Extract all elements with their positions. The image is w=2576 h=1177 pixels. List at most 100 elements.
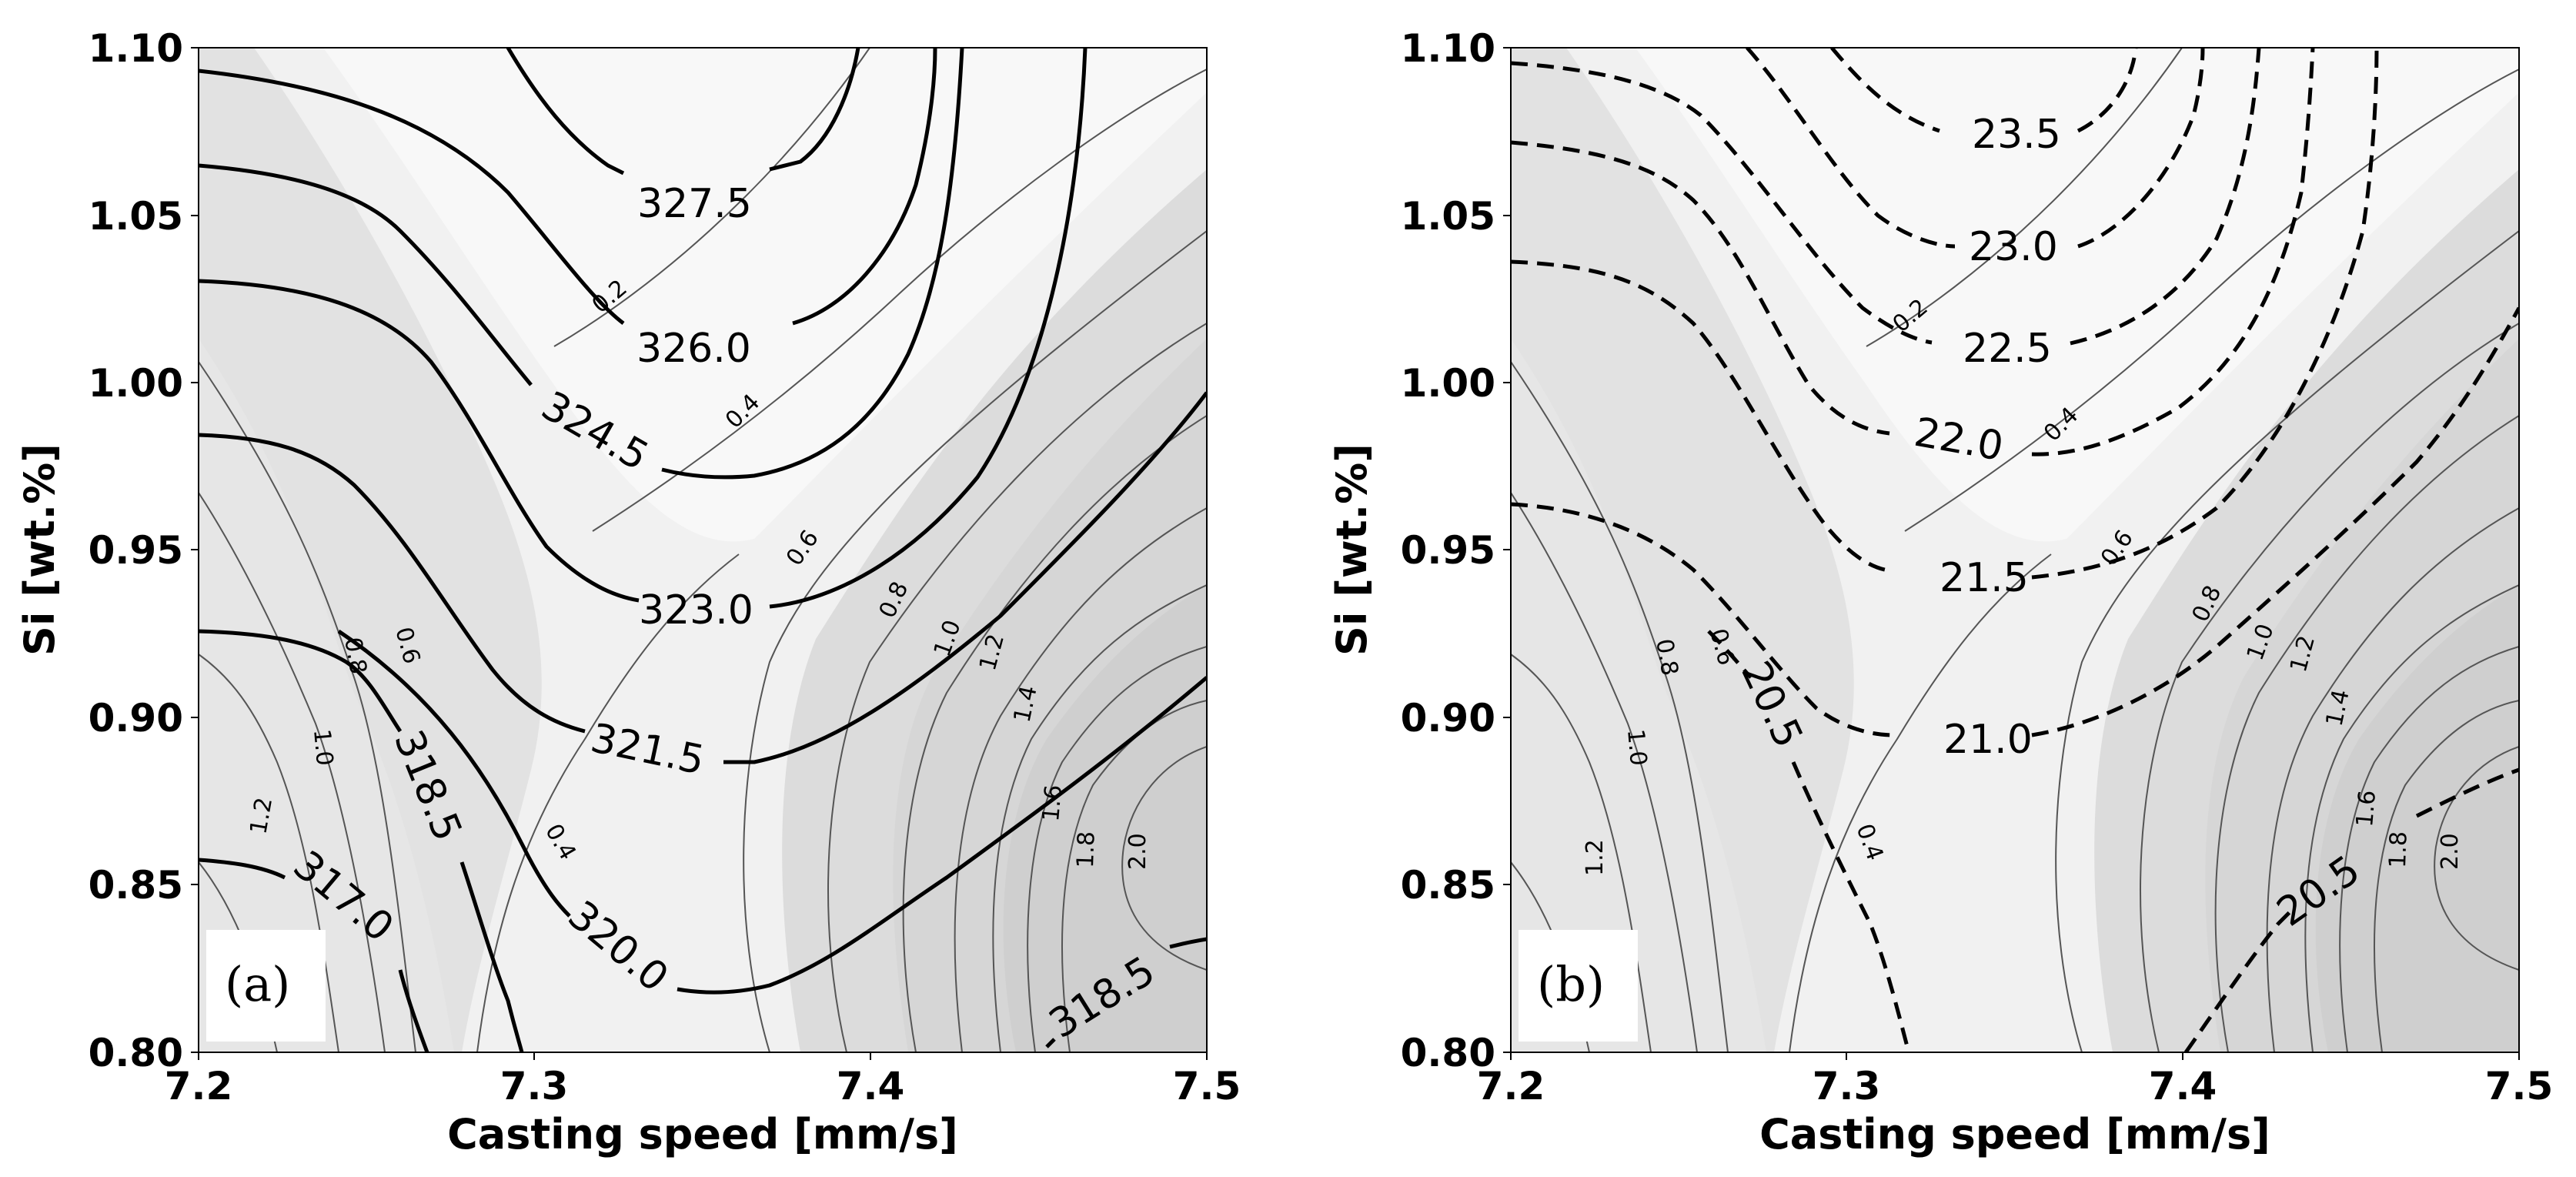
main-label-b-4: 21.5 <box>1940 555 2029 601</box>
panel-a-ylabel: Si [wt.%] <box>15 443 64 656</box>
y-tick-label-b-1: 0.85 <box>1401 863 1495 908</box>
panel-a-main-contours <box>199 48 1207 1052</box>
uncert-b-line-0.4-lower <box>1789 553 2052 1052</box>
panel-a-ticks <box>191 47 1208 1060</box>
main-contour-323.0 <box>199 279 640 603</box>
main-contour-324.5-left <box>199 163 533 386</box>
main-contour-324.5-right <box>661 48 964 480</box>
y-tick-label-b-4: 1.00 <box>1401 361 1495 406</box>
main-contour-b-20.5-lower <box>1791 761 1911 1052</box>
x-tick-label-b-0: 7.2 <box>1477 1064 1545 1108</box>
shade-b-left-1 <box>1511 48 1766 1052</box>
uncert-b-line-0.8 <box>2140 323 2519 1052</box>
main-contour-317.0-lower <box>398 969 429 1052</box>
panel-b-label: (b) <box>1537 956 1605 1012</box>
uncert-b-line-left-0.8 <box>1511 492 1698 1052</box>
uncert-b-line-left-1.0 <box>1511 654 1652 1052</box>
main-contour-321.5-left <box>199 433 586 734</box>
y-tick-label-b-2: 0.90 <box>1401 696 1495 741</box>
y-tick-label-b-5: 1.05 <box>1401 194 1495 239</box>
main-label-b-0: 23.5 <box>1972 112 2061 158</box>
uncert-label-a-7: 1.6 <box>1037 784 1067 823</box>
y-tick-label-a-1: 0.85 <box>89 863 183 908</box>
uncert-label-b-13: 1.2 <box>1582 839 1609 876</box>
x-tick-label-a-0: 7.2 <box>165 1064 233 1108</box>
main-contour-320.0-right <box>677 676 1207 995</box>
main-contour-318.5-right2 <box>1169 937 1207 949</box>
uncert-line-0.4-lower <box>476 553 740 1052</box>
panel-b-tick-labels: 7.2 7.3 7.4 7.5 0.80 0.85 0.90 0.95 1.00… <box>1401 26 2554 1108</box>
shade-right-3 <box>1003 585 1207 1052</box>
uncert-label-b-12: 1.0 <box>1622 728 1652 767</box>
shade-left-1 <box>199 48 454 1052</box>
uncert-line-left-0.8 <box>199 492 386 1052</box>
main-label-b-2: 22.5 <box>1963 326 2052 372</box>
shade-top <box>323 48 1207 542</box>
panel-a-label: (a) <box>225 956 290 1012</box>
main-contour-321.5-right <box>723 391 1207 764</box>
shade-b-right-3 <box>2315 585 2519 1052</box>
main-label-a-3: 323.0 <box>639 587 753 634</box>
panel-b-shading <box>1511 48 2519 1052</box>
main-contour-b-22.0-left <box>1511 140 1890 436</box>
main-contour-b-20.5-right <box>2183 907 2295 1052</box>
y-tick-label-a-0: 0.80 <box>89 1031 183 1075</box>
main-contour-b-23.5-right <box>2077 48 2138 133</box>
uncert-line-0.2 <box>553 48 870 347</box>
y-tick-label-a-6: 1.10 <box>89 26 183 71</box>
uncert-label-a-13: 1.2 <box>245 795 278 836</box>
uncert-label-b-9: 2.0 <box>2437 833 2464 870</box>
uncert-b-line-1.6 <box>2339 646 2519 1052</box>
uncert-line-2.0 <box>1121 746 1207 971</box>
main-contour-318.5-left <box>199 629 403 733</box>
uncert-b-line-0.2 <box>1866 48 2183 347</box>
x-tick-label-a-3: 7.5 <box>1173 1064 1241 1108</box>
main-contour-b-23.0-right <box>2077 48 2205 249</box>
uncert-b-line-2.0 <box>2434 746 2519 971</box>
x-tick-label-b-1: 7.3 <box>1813 1064 1881 1108</box>
main-label-b-1: 23.0 <box>1969 224 2058 270</box>
uncert-b-line-0.4-upper <box>1904 69 2519 532</box>
main-contour-320.0 <box>337 629 571 918</box>
main-contour-327.5-right <box>769 48 860 172</box>
main-contour-b-20.5-left <box>1707 630 1752 679</box>
main-label-a-1: 326.0 <box>636 326 751 372</box>
main-contour-b-21.5-left <box>1511 259 1894 573</box>
panel-b: 0.2 0.4 0.6 0.8 1.0 1.2 1.4 1.6 1.8 2.0 … <box>1328 26 2553 1159</box>
panel-b-main-contours <box>1511 48 2519 1052</box>
main-contour-b-22.5-right <box>2070 48 2261 346</box>
uncert-line-1.4 <box>992 584 1207 1052</box>
main-contour-b-23.5-left <box>1830 48 1940 133</box>
uncert-line-1.0 <box>902 415 1207 1052</box>
x-tick-label-a-1: 7.3 <box>500 1064 569 1108</box>
uncert-label-b-8: 1.8 <box>2384 831 2413 868</box>
main-contour-b-21.5-right <box>2031 48 2379 580</box>
uncert-b-line-1.4 <box>2304 584 2519 1052</box>
uncert-b-line-0.6 <box>2055 230 2519 1052</box>
uncert-line-1.8 <box>1061 700 1207 1052</box>
uncert-b-line-1.0 <box>2214 415 2519 1052</box>
uncert-label-a-10: 0.8 <box>339 635 372 676</box>
uncert-label-b-10: 0.8 <box>1650 637 1683 677</box>
main-contour-317.0 <box>199 858 286 880</box>
panel-a-tick-labels: 7.2 7.3 7.4 7.5 0.80 0.85 0.90 0.95 1.00… <box>89 26 1241 1108</box>
panel-b-ticks <box>1503 47 2520 1060</box>
main-contour-b-21.0-left <box>1511 502 1894 737</box>
panel-a-uncertainty-contours <box>199 48 1207 1052</box>
shade-b-top <box>1635 48 2519 542</box>
y-tick-label-a-5: 1.05 <box>89 194 183 239</box>
x-tick-label-b-3: 7.5 <box>2485 1064 2554 1108</box>
panel-a: 0.2 0.4 0.6 0.8 1.0 1.2 1.4 1.6 1.8 2.0 … <box>15 26 1241 1159</box>
x-tick-label-b-2: 7.4 <box>2149 1064 2217 1108</box>
y-tick-label-b-0: 0.80 <box>1401 1031 1495 1075</box>
panel-b-xlabel: Casting speed [mm/s] <box>1759 1110 2270 1159</box>
uncert-label-b-7: 1.6 <box>2351 789 2381 828</box>
x-tick-label-a-2: 7.4 <box>837 1064 905 1108</box>
uncert-line-left-1.0 <box>199 654 339 1052</box>
uncert-b-line-left-0.6 <box>1511 361 1729 1052</box>
uncert-line-0.8 <box>827 323 1207 1052</box>
uncert-label-a-8: 1.8 <box>1072 831 1101 868</box>
main-label-b-5: 21.0 <box>1943 717 2033 763</box>
y-tick-label-a-2: 0.90 <box>89 696 183 741</box>
y-tick-label-b-6: 1.10 <box>1401 26 1495 71</box>
